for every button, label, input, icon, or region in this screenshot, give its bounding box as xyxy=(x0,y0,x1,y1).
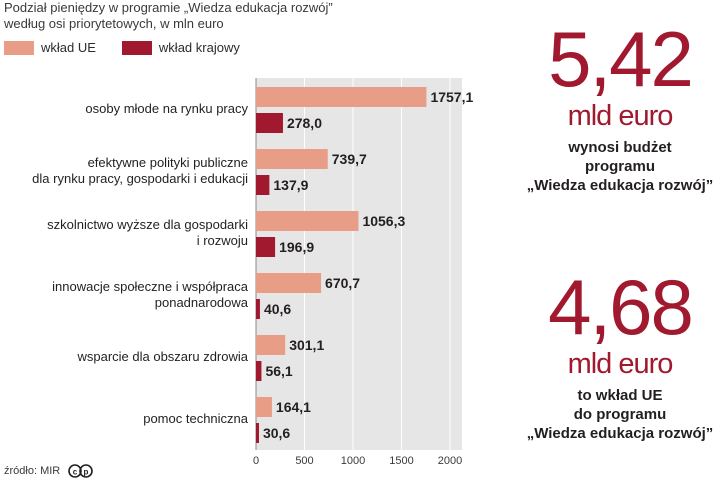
bar-national xyxy=(256,423,259,443)
category-label: pomoc techniczna xyxy=(143,411,249,426)
stat-eu-desc: to wkład UE do programu „Wiedza edukacja… xyxy=(520,386,720,443)
stat-eu-desc-line: „Wiedza edukacja rozwój” xyxy=(526,425,714,442)
subtitle-line-1: Podział pieniędzy w programie „Wiedza ed… xyxy=(4,0,333,15)
stat-eu-value: 4,68 xyxy=(548,263,694,351)
stat-total-desc-line: „Wiedza edukacja rozwój” xyxy=(526,177,714,194)
x-tick-label: 2000 xyxy=(438,455,462,467)
stat-total-desc-line: wynosi budżet xyxy=(568,139,672,156)
data-label: 278,0 xyxy=(287,115,322,131)
stat-total-value: 5,42 xyxy=(548,15,694,103)
category-label: dla rynku pracy, gospodarki i edukacji xyxy=(32,171,248,186)
stat-total-desc: wynosi budżet programu „Wiedza edukacja … xyxy=(520,138,720,195)
x-tick-label: 1000 xyxy=(341,455,365,467)
stat-total-desc-line: programu xyxy=(584,158,655,175)
x-tick-label: 500 xyxy=(295,455,313,467)
legend-label-eu: wkład UE xyxy=(41,40,96,55)
category-label: efektywne polityki publiczne xyxy=(88,155,248,170)
data-label: 40,6 xyxy=(264,301,291,317)
bar-eu xyxy=(256,335,286,355)
bar-eu xyxy=(256,273,322,293)
data-label: 739,7 xyxy=(332,151,367,167)
data-label: 137,9 xyxy=(273,177,308,193)
source-note: źródło: MIR c p xyxy=(4,464,94,478)
stat-eu-desc-line: do programu xyxy=(573,406,667,423)
svg-text:c: c xyxy=(73,468,78,477)
data-label: 164,1 xyxy=(276,399,311,415)
legend-item-eu: wkład UE xyxy=(4,40,96,55)
bar-eu xyxy=(256,87,427,107)
bar-national xyxy=(256,299,260,319)
category-label: ponadnarodowa xyxy=(155,295,249,310)
bar-national xyxy=(256,361,262,381)
legend-swatch-eu xyxy=(4,40,34,55)
bar-national xyxy=(256,113,283,133)
stat-total-unit: mld euro xyxy=(567,100,674,132)
legend-swatch-national xyxy=(121,40,152,55)
stat-eu-unit: mld euro xyxy=(567,348,674,380)
legend-label-national: wkład krajowy xyxy=(158,40,240,55)
bar-eu xyxy=(256,149,328,169)
chart-subtitle: Podział pieniędzy w programie „Wiedza ed… xyxy=(4,0,333,32)
legend-item-national: wkład krajowy xyxy=(121,40,240,55)
source-text: źródło: MIR xyxy=(4,465,61,477)
stat-eu-contribution: 4,68 mld euro to wkład UE do programu „W… xyxy=(520,268,720,443)
bar-eu xyxy=(256,397,272,417)
category-label: i rozwoju xyxy=(197,233,248,248)
data-label: 196,9 xyxy=(279,239,314,255)
data-label: 670,7 xyxy=(325,275,360,291)
data-label: 56,1 xyxy=(265,363,292,379)
svg-text:p: p xyxy=(84,468,89,477)
x-tick-label: 1500 xyxy=(389,455,413,467)
data-label: 1757,1 xyxy=(430,89,473,105)
subtitle-line-2: według osi priorytetowych, w mln euro xyxy=(4,16,224,31)
bar-chart: 0 500 1000 1500 2000 1757,1 278,0 osoby młode n… xyxy=(32,78,473,467)
plot-background xyxy=(256,78,462,450)
category-label: osoby młode na rynku pracy xyxy=(85,101,248,116)
bar-national xyxy=(256,237,276,257)
bar-national xyxy=(256,175,270,195)
x-tick-label: 0 xyxy=(253,455,259,467)
data-label: 30,6 xyxy=(263,425,290,441)
category-label: innowacje społeczne i współpraca xyxy=(52,279,249,294)
data-label: 301,1 xyxy=(289,337,324,353)
stat-total-budget: 5,42 mld euro wynosi budżet programu „Wi… xyxy=(520,20,720,195)
cp-logo-icon: c p xyxy=(68,464,94,478)
bar-eu xyxy=(256,211,359,231)
category-label: wsparcie dla obszaru zdrowia xyxy=(76,349,248,364)
stat-eu-desc-line: to wkład UE xyxy=(577,387,663,404)
data-label: 1056,3 xyxy=(362,213,405,229)
category-label: szkolnictwo wyższe dla gospodarki xyxy=(47,217,248,232)
legend: wkład UE wkład krajowy xyxy=(4,40,266,55)
